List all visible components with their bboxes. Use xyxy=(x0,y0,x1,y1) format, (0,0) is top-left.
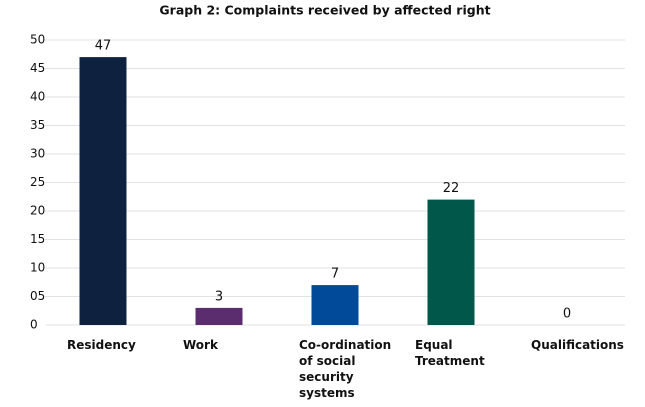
x-tick-label: Residency xyxy=(67,338,136,352)
bar xyxy=(195,307,243,325)
y-tick-label: 0 xyxy=(30,318,38,332)
x-tick-label: Co-ordination of social security systems xyxy=(299,338,391,400)
bar xyxy=(311,285,359,325)
y-tick-label: 10 xyxy=(30,261,45,275)
y-tick-label: 30 xyxy=(30,147,45,161)
x-tick-label: Work xyxy=(183,338,219,352)
data-label: 7 xyxy=(331,267,339,282)
bar xyxy=(427,199,475,325)
y-tick-label: 20 xyxy=(30,204,45,218)
y-tick-label: 35 xyxy=(30,118,45,132)
chart-title: Graph 2: Complaints received by affected… xyxy=(159,3,490,18)
x-tick-label: Equal Treatment xyxy=(415,338,485,368)
y-tick-label: 15 xyxy=(30,232,45,246)
data-label: 0 xyxy=(563,307,571,322)
y-tick-label: 25 xyxy=(30,175,45,189)
data-label: 22 xyxy=(443,181,460,196)
y-tick-label: 40 xyxy=(30,90,45,104)
y-tick-label: 50 xyxy=(30,33,45,47)
data-label: 47 xyxy=(95,39,112,54)
y-tick-label: 05 xyxy=(30,289,45,303)
data-label: 3 xyxy=(215,289,223,304)
y-tick-label: 45 xyxy=(30,61,45,75)
x-tick-label: Qualifications xyxy=(531,338,624,352)
bar xyxy=(79,57,127,325)
